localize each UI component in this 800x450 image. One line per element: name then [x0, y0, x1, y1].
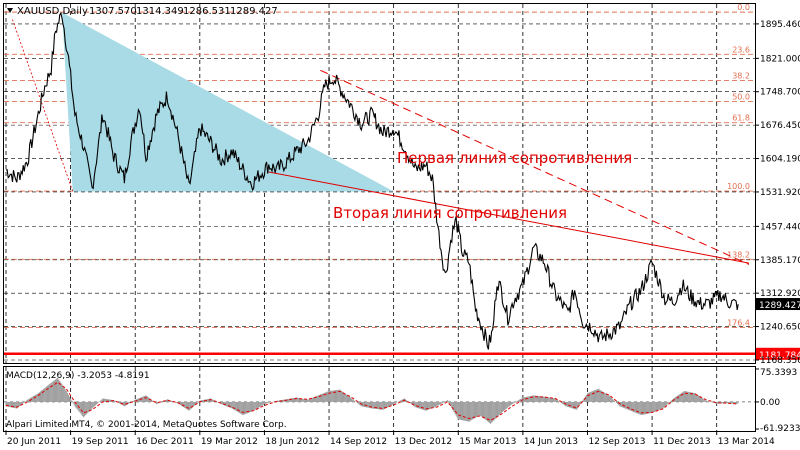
ohlc-open: 1307.570: [89, 6, 137, 17]
time-axis: 20 Jun 2011 19 Sep 2011 16 Dec 2011 19 Mar …: [5, 431, 775, 447]
price-tick-label: 1531.920: [760, 188, 800, 198]
triangle-edge: [12, 19, 74, 192]
macd-tick-label: 75.3393: [760, 368, 797, 378]
time-tick-label: 19 Mar 2012: [201, 437, 258, 447]
fibo-label: 176.4: [727, 319, 750, 328]
copyright-text: Alpari Limited MT4, © 2001-2014, MetaQuo…: [6, 420, 287, 430]
triangle-down-icon[interactable]: [7, 8, 13, 13]
fibo-label: 100.0: [727, 182, 750, 191]
time-tick-label: 14 Sep 2012: [330, 437, 387, 447]
price-axis: 1895.460 1821.000 1748.700 1676.450 1604.190…: [755, 20, 800, 366]
time-tick-label: 20 Jun 2011: [7, 437, 61, 447]
support-price-label: 1181.784: [759, 351, 800, 361]
macd-signal-line: [5, 381, 739, 421]
macd-indicator: 75.3393 0.00 -61.9233: [4, 368, 800, 434]
support-level: 1181.784: [4, 347, 800, 361]
price-tick-label: 1385.170: [760, 256, 800, 266]
time-tick-label: 16 Dec 2011: [136, 437, 194, 447]
macd-pane-frame: [3, 366, 756, 432]
first-resistance-label: Первая линия сопротивления: [397, 149, 632, 167]
price-tick-label: 1748.700: [760, 88, 800, 98]
ohlc-low: 1286.531: [183, 6, 231, 17]
time-tick-label: 12 Sep 2013: [588, 437, 645, 447]
main-pane-frame: [3, 3, 756, 364]
macd-tick-label: 0.00: [760, 398, 780, 408]
time-tick-label: 14 Jun 2013: [524, 437, 578, 447]
time-tick-label: 11 Dec 2013: [653, 437, 711, 447]
second-resistance-label: Вторая линия сопротивления: [333, 204, 567, 222]
second-resistance-line: [268, 171, 750, 264]
price-tick-label: 1895.460: [760, 20, 800, 30]
symbol-label: XAUUSD,Daily: [17, 6, 88, 17]
fibonacci-levels: 0.0 23.6 38.2 50.0 61.8 100.0 138.2 176.4: [4, 3, 755, 329]
price-tick-label: 1457.440: [760, 222, 800, 232]
ohlc-high: 1314.349: [136, 6, 184, 17]
fibo-label: 23.6: [732, 45, 750, 54]
price-tick-label: 1604.190: [760, 155, 800, 165]
price-tick-label: 1240.650: [760, 323, 800, 333]
time-tick-label: 19 Sep 2011: [72, 437, 129, 447]
fibo-label: 61.8: [732, 114, 750, 123]
price-tick-label: 1168.350: [760, 356, 800, 366]
ohlc-close: 1289.427: [230, 6, 278, 17]
time-tick-label: 18 Jun 2012: [265, 437, 319, 447]
macd-label: MACD(12,26,9) -3.2053 -4.8191: [6, 371, 150, 381]
current-price-label: 1289.427: [759, 301, 800, 311]
fibo-label: 0.0: [737, 3, 750, 12]
macd-tick-label: -61.9233: [760, 424, 800, 434]
resistance-trendlines: [268, 69, 750, 265]
price-line: [5, 11, 739, 350]
price-series: [5, 11, 739, 350]
price-tick-label: 1312.920: [760, 289, 800, 299]
fibo-label: 50.0: [732, 93, 750, 102]
price-tick-label: 1676.450: [760, 121, 800, 131]
current-price-badge: [756, 298, 800, 311]
price-tick-label: 1821.000: [760, 54, 800, 64]
fibo-label: 38.2: [732, 71, 750, 80]
fibo-label: 138.2: [727, 250, 750, 259]
time-tick-label: 15 Mar 2013: [459, 437, 516, 447]
first-resistance-line: [320, 69, 750, 265]
time-tick-label: 13 Dec 2012: [395, 437, 453, 447]
time-tick-label: 13 Mar 2014: [718, 437, 775, 447]
support-price-badge: [756, 347, 800, 360]
